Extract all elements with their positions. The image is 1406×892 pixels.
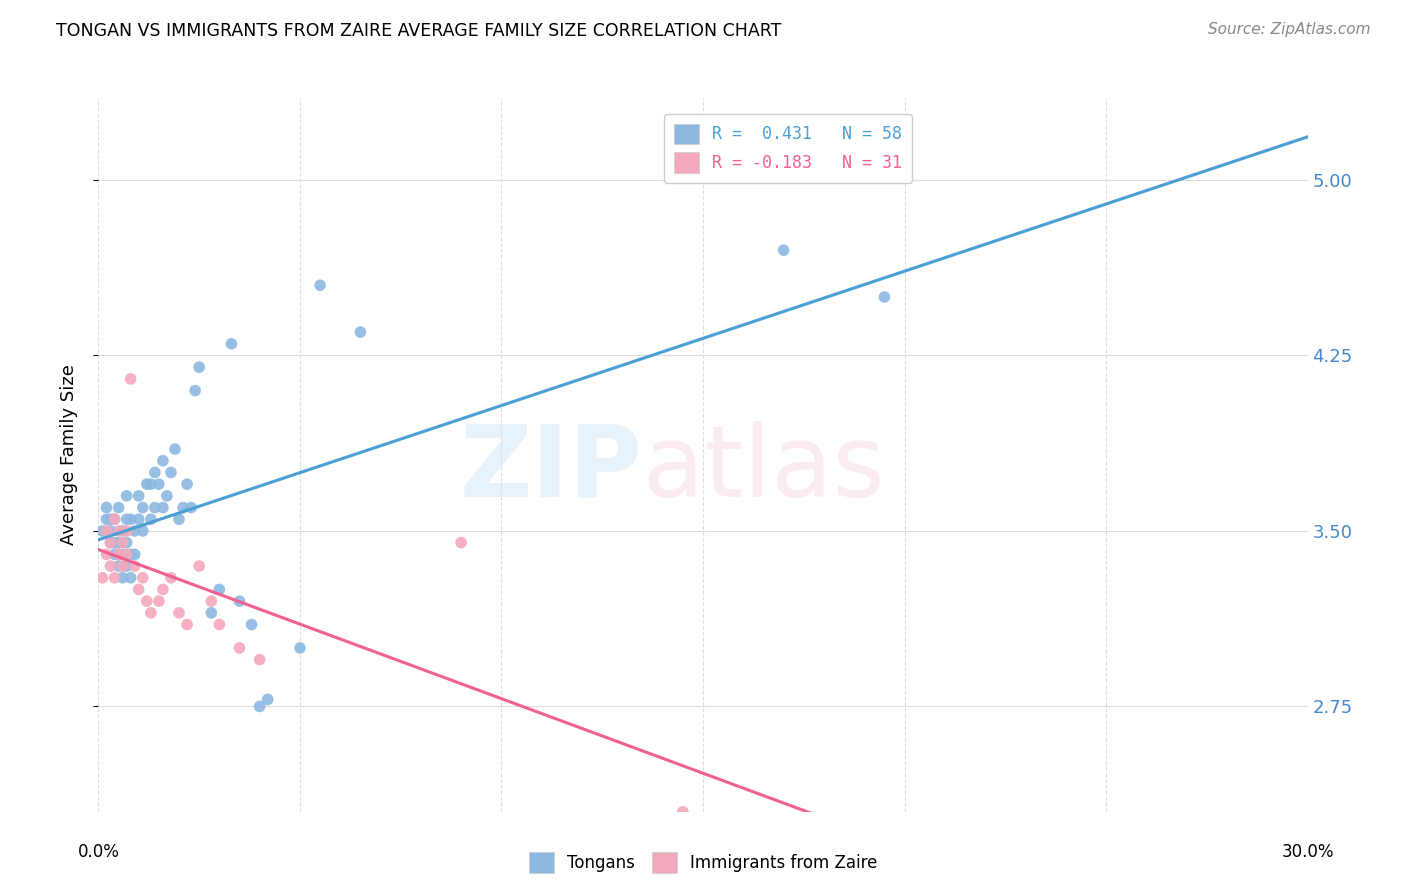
Text: 30.0%: 30.0%: [1281, 843, 1334, 861]
Point: [148, 477, 170, 491]
Point: [111, 535, 134, 549]
Point: [200, 606, 222, 620]
Point: [143, 466, 166, 480]
Point: [107, 547, 129, 561]
Point: [128, 582, 150, 597]
Point: [200, 594, 222, 608]
Point: [91, 524, 114, 538]
Point: [107, 524, 129, 538]
Point: [132, 500, 155, 515]
Point: [120, 512, 142, 526]
Point: [107, 559, 129, 574]
Point: [228, 640, 250, 655]
Point: [221, 336, 243, 351]
Legend: Tongans, Immigrants from Zaire: Tongans, Immigrants from Zaire: [522, 846, 884, 880]
Point: [249, 653, 271, 667]
Point: [91, 571, 114, 585]
Point: [167, 606, 190, 620]
Point: [120, 372, 142, 386]
Text: Source: ZipAtlas.com: Source: ZipAtlas.com: [1208, 22, 1371, 37]
Point: [100, 524, 122, 538]
Text: ZIP: ZIP: [460, 421, 643, 517]
Point: [772, 243, 794, 257]
Point: [184, 384, 207, 398]
Point: [115, 559, 138, 574]
Point: [115, 524, 138, 538]
Point: [107, 535, 129, 549]
Point: [672, 805, 695, 819]
Point: [120, 571, 142, 585]
Point: [111, 524, 134, 538]
Point: [249, 699, 271, 714]
Point: [115, 535, 138, 549]
Point: [115, 489, 138, 503]
Point: [172, 500, 194, 515]
Point: [128, 512, 150, 526]
Point: [103, 512, 125, 526]
Point: [103, 512, 125, 526]
Point: [240, 617, 263, 632]
Point: [152, 582, 174, 597]
Point: [208, 582, 231, 597]
Text: atlas: atlas: [643, 421, 884, 517]
Point: [115, 512, 138, 526]
Text: TONGAN VS IMMIGRANTS FROM ZAIRE AVERAGE FAMILY SIZE CORRELATION CHART: TONGAN VS IMMIGRANTS FROM ZAIRE AVERAGE …: [56, 22, 782, 40]
Point: [103, 547, 125, 561]
Point: [139, 477, 162, 491]
Point: [349, 325, 371, 339]
Point: [96, 524, 118, 538]
Point: [120, 547, 142, 561]
Point: [128, 489, 150, 503]
Point: [139, 512, 162, 526]
Point: [132, 524, 155, 538]
Point: [160, 571, 183, 585]
Y-axis label: Average Family Size: Average Family Size: [59, 365, 77, 545]
Point: [103, 535, 125, 549]
Point: [160, 466, 183, 480]
Point: [139, 606, 162, 620]
Point: [111, 571, 134, 585]
Point: [135, 594, 157, 608]
Point: [111, 547, 134, 561]
Point: [124, 547, 146, 561]
Point: [111, 559, 134, 574]
Point: [152, 500, 174, 515]
Point: [124, 524, 146, 538]
Point: [107, 500, 129, 515]
Text: 0.0%: 0.0%: [77, 843, 120, 861]
Point: [135, 477, 157, 491]
Point: [115, 547, 138, 561]
Point: [96, 500, 118, 515]
Point: [124, 559, 146, 574]
Point: [96, 512, 118, 526]
Point: [176, 477, 198, 491]
Point: [100, 512, 122, 526]
Point: [180, 500, 202, 515]
Point: [228, 594, 250, 608]
Point: [100, 559, 122, 574]
Point: [288, 640, 311, 655]
Point: [450, 535, 472, 549]
Legend: R =  0.431   N = 58, R = -0.183   N = 31: R = 0.431 N = 58, R = -0.183 N = 31: [664, 113, 912, 183]
Point: [100, 535, 122, 549]
Point: [152, 454, 174, 468]
Point: [188, 360, 211, 375]
Point: [96, 547, 118, 561]
Point: [873, 290, 896, 304]
Point: [156, 489, 179, 503]
Point: [132, 571, 155, 585]
Point: [309, 278, 332, 293]
Point: [163, 442, 186, 456]
Point: [176, 617, 198, 632]
Point: [103, 571, 125, 585]
Point: [208, 617, 231, 632]
Point: [148, 594, 170, 608]
Point: [100, 535, 122, 549]
Point: [143, 500, 166, 515]
Point: [107, 547, 129, 561]
Point: [188, 559, 211, 574]
Point: [167, 512, 190, 526]
Point: [256, 692, 278, 706]
